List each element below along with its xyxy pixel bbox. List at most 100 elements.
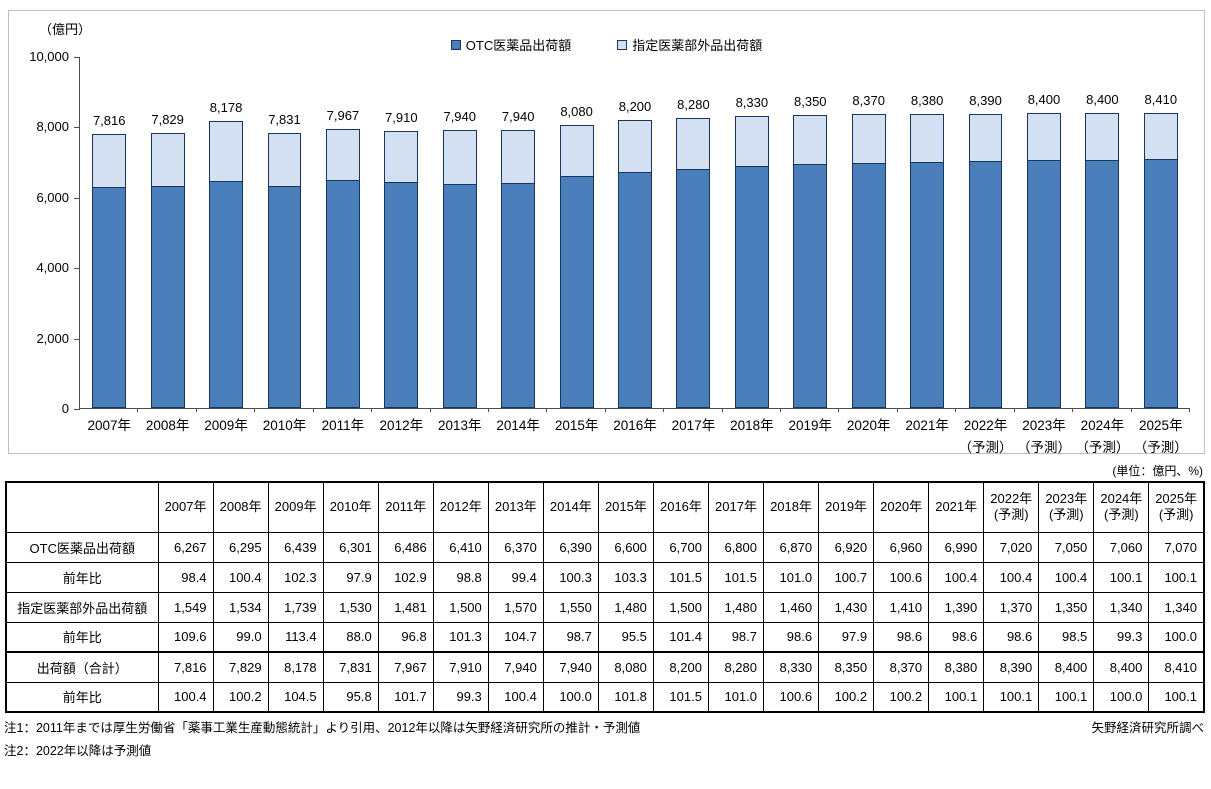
table-cell: 1,530 <box>322 591 379 623</box>
table-cell: 8,080 <box>597 651 654 683</box>
bar-segment-quasi-drug <box>559 124 594 177</box>
table-cell: 1,410 <box>873 591 930 623</box>
table-cell: 103.3 <box>597 561 654 593</box>
stacked-bar <box>968 113 1003 408</box>
bar-slot: 7,816 <box>80 57 138 408</box>
table-cell: 100.1 <box>1148 681 1205 713</box>
table-cell: 1,350 <box>1038 591 1095 623</box>
bar-segment-otc <box>267 186 302 408</box>
x-axis-label: 2016年 <box>613 418 657 433</box>
bar-segment-otc <box>1027 159 1061 408</box>
table-row: OTC医薬品出荷額 6,267 6,295 6,439 6,301 6,486 6,410 6… <box>5 531 1205 563</box>
bar-segment-otc <box>92 187 127 408</box>
table-row-label: 指定医薬部外品出荷額 <box>5 591 159 623</box>
chart-panel: （億円） OTC医薬品出荷額 指定医薬部外品出荷額 10,000 8,000 6,00… <box>8 10 1205 455</box>
table-cell: 100.1 <box>928 681 985 713</box>
stacked-bar <box>559 124 594 408</box>
table-cell: 1,549 <box>157 591 214 623</box>
table-cell: 98.5 <box>1038 621 1095 653</box>
table-cell: 104.5 <box>267 681 324 713</box>
note-2: 注2：2022年以降は予測値 <box>4 744 152 758</box>
stacked-bar <box>1027 113 1061 408</box>
table-cell: 1,430 <box>818 591 875 623</box>
table-row-label: 前年比 <box>5 681 159 713</box>
table-header-year: 2015年 <box>597 481 654 533</box>
x-axis-label: 2018年 <box>730 418 774 433</box>
legend-item: 指定医薬部外品出荷額 <box>617 35 762 54</box>
bar-value-label: 7,910 <box>385 109 418 125</box>
x-axis-label: 2013年 <box>437 418 482 433</box>
y-tickmark <box>74 197 80 199</box>
table-cell: 7,940 <box>487 651 544 683</box>
bar-segment-quasi-drug <box>1027 113 1061 161</box>
table-header-corner <box>5 481 159 533</box>
legend-item: OTC医薬品出荷額 <box>450 35 571 54</box>
bar-segment-quasi-drug <box>209 121 243 183</box>
table-cell: 100.6 <box>873 561 930 593</box>
bar-value-label: 8,330 <box>735 94 769 110</box>
bar-series: 7,816 7,829 8,178 7,831 7,967 7,910 7,940 7,940… <box>80 57 1190 408</box>
table-cell: 95.5 <box>597 621 654 653</box>
data-table: 2007年 2008年 2009年 2010年 2011年 2012年 2013年 2014年… <box>5 481 1205 713</box>
table-cell: 7,829 <box>212 651 269 683</box>
bar-segment-quasi-drug <box>384 130 419 184</box>
stacked-bar <box>442 129 477 408</box>
table-header-year: 2019年 <box>818 481 875 533</box>
x-axis-ticks <box>80 408 1191 412</box>
table-cell: 101.0 <box>707 681 765 713</box>
table-cell: 101.7 <box>377 681 434 713</box>
table-cell: 101.5 <box>707 561 765 593</box>
bar-slot: 7,940 <box>489 57 547 408</box>
bar-segment-otc <box>968 160 1003 408</box>
bar-value-label: 7,940 <box>501 108 535 124</box>
plot-wrap: 10,000 8,000 6,000 4,000 2,000 0 7,816 7,829 8,… <box>21 49 1191 455</box>
table-row: 前年比 109.6 99.0 113.4 88.0 96.8 101.3 104.7 98.7 9… <box>5 621 1205 653</box>
x-axis-label: 2023年 （予測） <box>1016 418 1071 455</box>
table-cell: 113.4 <box>267 621 324 653</box>
table-cell: 8,410 <box>1148 651 1205 683</box>
y-tickmark <box>74 57 80 58</box>
table-header-year: 2020年 <box>873 481 930 533</box>
bar-segment-quasi-drug <box>910 114 945 163</box>
bar-value-label: 8,390 <box>969 92 1002 108</box>
bar-slot: 7,967 <box>314 57 372 408</box>
x-axis-label: 2024年 （予測） <box>1075 418 1130 455</box>
table-header-year: 2010年 <box>322 481 379 533</box>
bar-slot: 8,330 <box>723 57 781 408</box>
table-cell: 6,410 <box>432 531 489 563</box>
bar-value-label: 8,080 <box>560 103 593 119</box>
table-cell: 8,400 <box>1093 651 1150 683</box>
bar-value-label: 8,370 <box>852 93 885 109</box>
legend-label: 指定医薬部外品出荷額 <box>632 38 763 53</box>
table-cell: 7,070 <box>1148 531 1205 563</box>
x-axis-label: 2012年 <box>379 418 424 433</box>
table-cell: 7,910 <box>432 651 489 683</box>
bar-slot: 8,390 <box>956 57 1014 408</box>
table-cell: 88.0 <box>322 621 379 653</box>
table-row: 前年比 100.4 100.2 104.5 95.8 101.7 99.3 100.4 100.… <box>5 681 1205 713</box>
table-row-label: 前年比 <box>5 621 159 653</box>
table-cell: 100.2 <box>818 681 875 713</box>
table-cell: 7,060 <box>1093 531 1150 563</box>
bar-value-label: 7,829 <box>151 112 184 128</box>
bar-slot: 8,200 <box>606 57 664 408</box>
bar-segment-otc <box>209 181 243 408</box>
table-cell: 1,340 <box>1148 591 1205 623</box>
table-row-label: 前年比 <box>5 561 159 593</box>
table-cell: 100.0 <box>1148 621 1205 653</box>
table-cell: 7,050 <box>1038 531 1095 563</box>
bar-value-label: 8,400 <box>1027 92 1061 108</box>
table-cell: 1,480 <box>707 591 765 623</box>
bar-segment-quasi-drug <box>676 117 711 170</box>
table-cell: 6,486 <box>377 531 434 563</box>
bar-slot: 7,831 <box>255 57 313 408</box>
table-cell: 1,340 <box>1093 591 1150 623</box>
table-cell: 100.1 <box>1038 681 1095 713</box>
x-axis-label: 2025年 （予測） <box>1133 418 1188 455</box>
x-axis-label: 2008年 <box>145 418 190 433</box>
legend-swatch-icon <box>617 39 628 50</box>
x-axis-label: 2022年 （予測） <box>958 418 1013 455</box>
table-cell: 100.4 <box>1038 561 1095 593</box>
bar-value-label: 8,410 <box>1144 91 1178 107</box>
table-cell: 1,500 <box>652 591 709 623</box>
